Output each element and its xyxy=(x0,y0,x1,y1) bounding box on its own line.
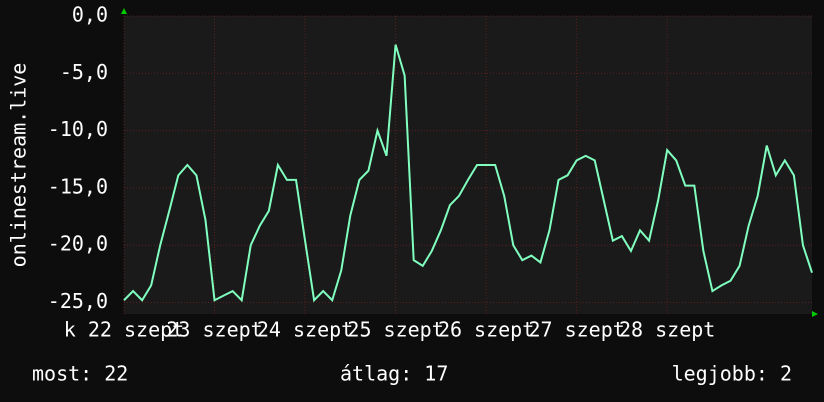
y-tick-label: -15,0 xyxy=(48,174,108,198)
x-tick-label: 28 szept xyxy=(619,318,715,342)
y-tick-label: -20,0 xyxy=(48,232,108,256)
y-arrow xyxy=(121,8,127,14)
footer-average: átlag: 17 xyxy=(340,362,448,386)
y-tick-label: 0,0 xyxy=(72,3,108,27)
footer-current: most: 22 xyxy=(32,362,128,386)
x-tick-label: 26 szept xyxy=(438,318,534,342)
series-line xyxy=(123,44,813,303)
x-tick-label: 23 szept xyxy=(166,318,262,342)
x-arrow xyxy=(812,311,818,317)
footer-best: legjobb: 2 xyxy=(672,362,792,386)
y-axis-label: onlinestream.live xyxy=(7,63,31,268)
x-tick-label: 25 szept xyxy=(347,318,443,342)
x-tick-label: 24 szept xyxy=(257,318,353,342)
x-tick-label: k 22 szept xyxy=(64,318,184,342)
y-tick-label: -25,0 xyxy=(48,289,108,313)
y-tick-label: -5,0 xyxy=(60,60,108,84)
y-tick-label: -10,0 xyxy=(48,117,108,141)
x-tick-label: 27 szept xyxy=(528,318,624,342)
plot-area xyxy=(124,16,812,314)
